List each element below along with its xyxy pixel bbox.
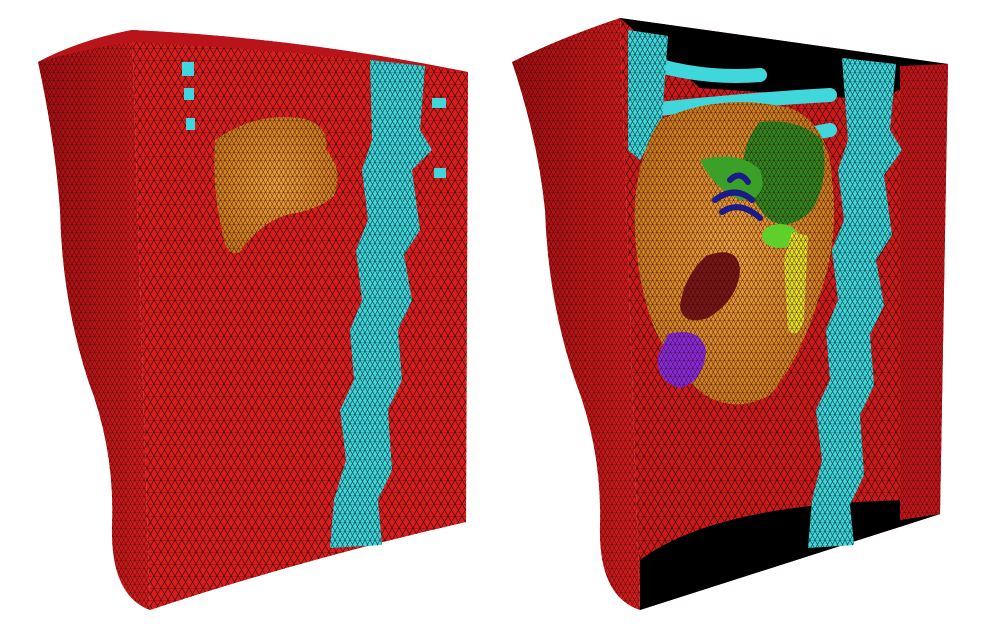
right-portal-vessels — [712, 172, 763, 221]
right-cavity-bottom-opening — [640, 500, 940, 610]
left-mesh-block — [38, 30, 468, 610]
left-rib-stubs — [182, 62, 446, 178]
right-lime-blob — [762, 224, 798, 248]
right-mesh-block — [512, 18, 948, 610]
